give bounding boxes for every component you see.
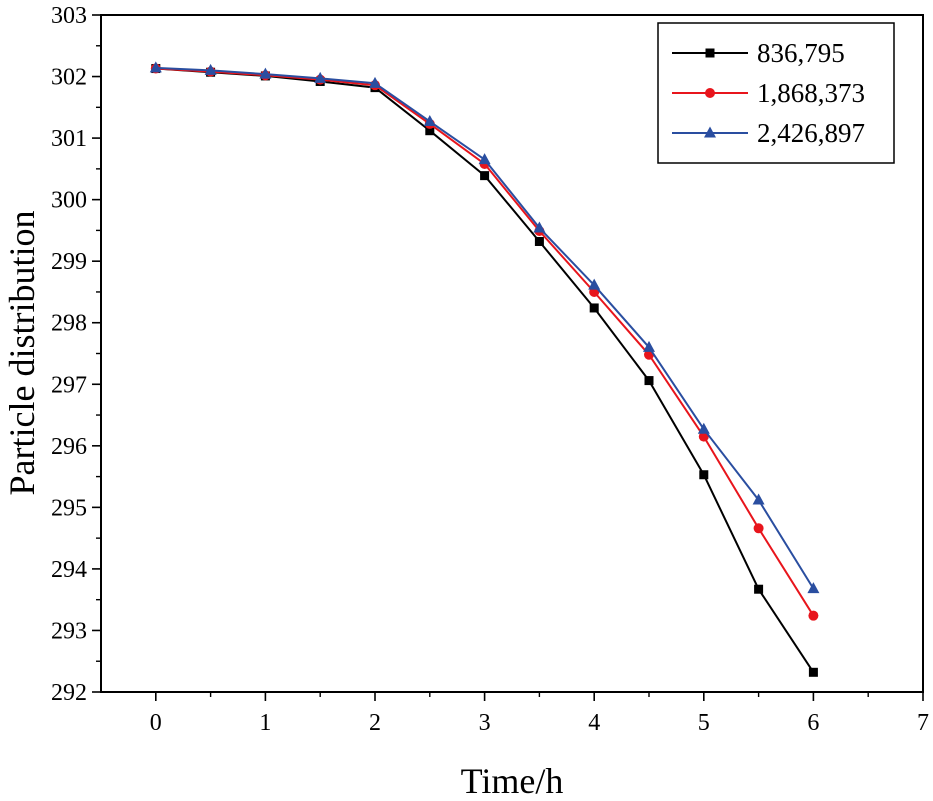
legend-entry: 2,426,897 [672, 118, 865, 148]
x-tick-label: 4 [588, 710, 600, 736]
x-tick-label: 7 [917, 710, 929, 736]
data-point [259, 67, 272, 79]
x-tick-label: 3 [479, 710, 491, 736]
legend-entry: 1,868,373 [672, 78, 865, 108]
data-point [534, 236, 544, 246]
y-tick-label: 297 [51, 372, 87, 398]
y-tick-label: 298 [51, 311, 87, 337]
y-tick-label: 300 [51, 188, 87, 214]
data-point [698, 431, 709, 442]
legend-entry: 836,795 [672, 38, 845, 68]
y-tick-label: 302 [51, 65, 87, 91]
x-tick-label: 5 [698, 710, 710, 736]
data-point [754, 584, 764, 594]
x-axis-label: Time/h [461, 761, 564, 801]
series-layer [149, 61, 820, 677]
data-point [369, 76, 381, 88]
data-point [425, 126, 435, 136]
legend-marker [704, 126, 716, 138]
data-point [478, 153, 491, 165]
y-tick-label: 295 [51, 495, 87, 521]
data-point [480, 171, 490, 181]
data-point [149, 61, 162, 73]
y-tick-label: 299 [51, 249, 87, 275]
y-tick-label: 292 [51, 680, 87, 706]
y-tick-label: 293 [51, 618, 87, 644]
legend-items: 836,795 1,868,373 2,426,897 [672, 38, 865, 148]
data-point [807, 582, 820, 594]
y-tick-label: 301 [51, 126, 87, 152]
data-point [808, 610, 819, 621]
data-point [643, 340, 655, 352]
x-axis-ticks: 0 1 2 3 4 5 6 7 [150, 692, 929, 736]
data-point [644, 376, 654, 386]
series-3 [149, 61, 820, 594]
data-point [752, 493, 765, 505]
legend-marker [705, 48, 715, 58]
data-point [753, 523, 764, 534]
legend: 836,795 1,868,373 2,426,897 [657, 22, 895, 164]
legend-label: 836,795 [757, 38, 845, 68]
y-tick-label: 296 [51, 434, 87, 460]
data-point [533, 221, 546, 233]
legend-label: 1,868,373 [757, 78, 865, 108]
data-point [204, 63, 217, 75]
y-axis-label: Particle distribution [2, 211, 42, 496]
y-tick-label: 294 [51, 557, 87, 583]
data-point [423, 114, 436, 126]
x-tick-label: 2 [369, 710, 381, 736]
y-tick-label: 303 [51, 3, 87, 29]
y-axis-ticks: 292 293 294 295 296 297 298 299 300 301 302 303 [51, 3, 101, 706]
x-tick-label: 0 [150, 710, 162, 736]
data-point [697, 422, 710, 434]
x-tick-label: 1 [259, 710, 271, 736]
data-point [808, 667, 818, 677]
data-point [699, 470, 709, 480]
data-point [588, 278, 601, 290]
legend-marker [705, 88, 715, 98]
data-point [314, 71, 327, 83]
legend-label: 2,426,897 [757, 118, 865, 148]
x-tick-label: 6 [807, 710, 819, 736]
data-point [589, 303, 599, 313]
